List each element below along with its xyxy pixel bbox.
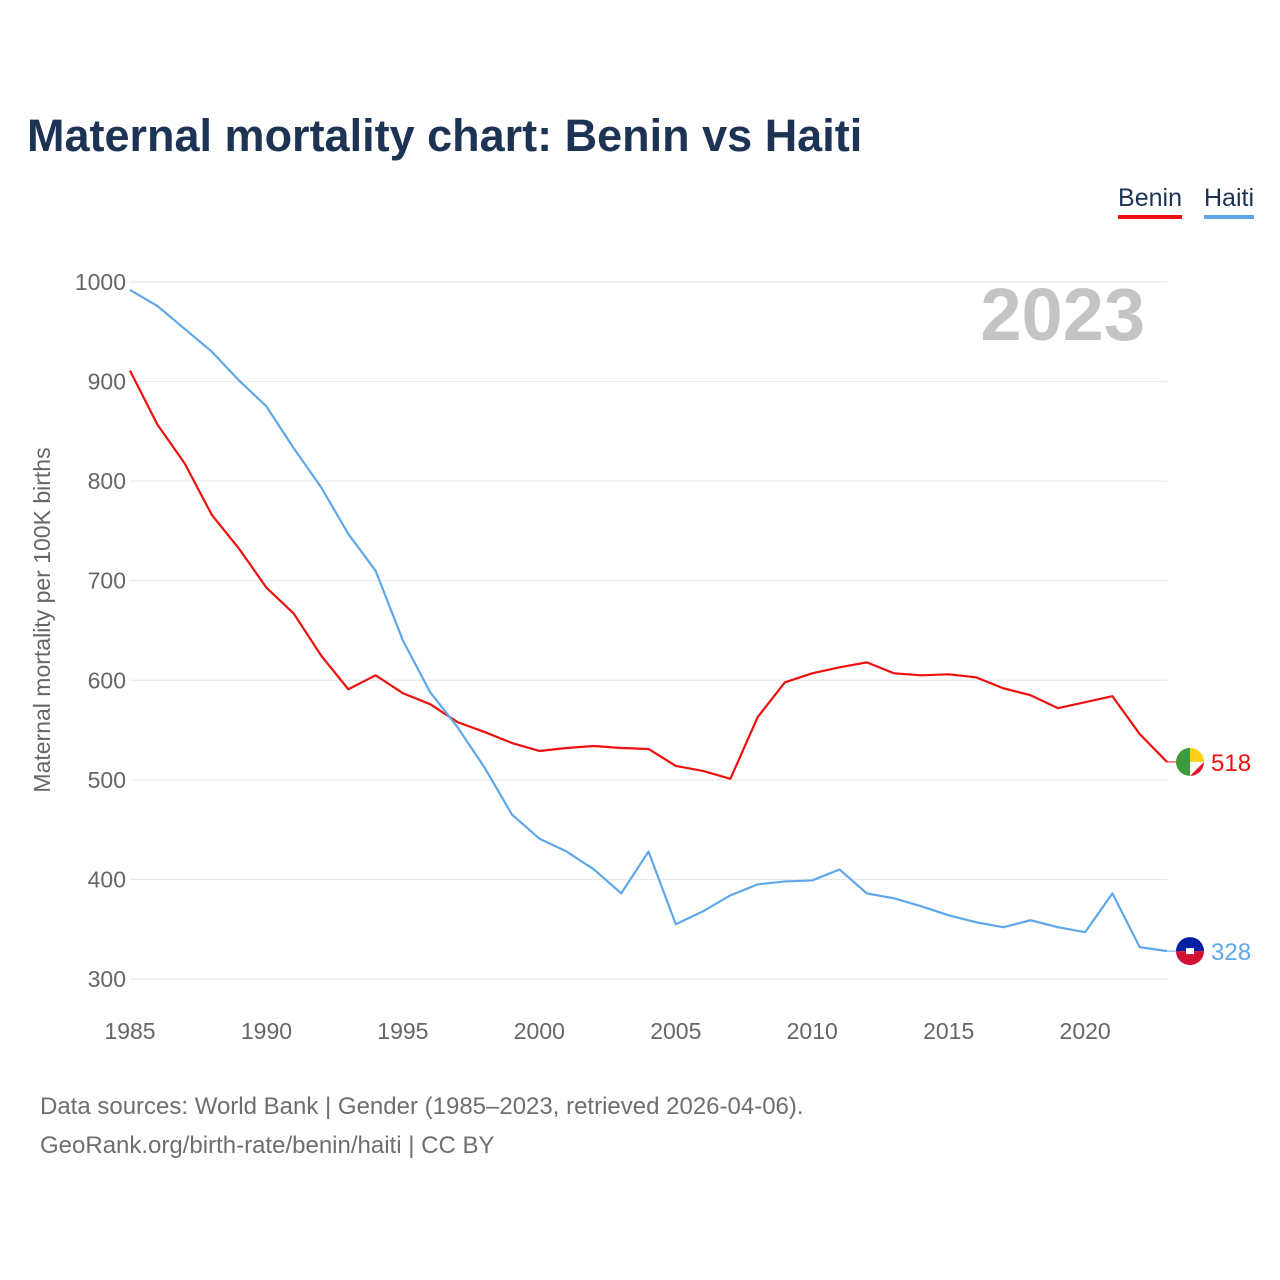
series-line-haiti (129, 289, 1168, 953)
y-tick-label: 1000 (75, 269, 126, 295)
y-tick-label: 800 (88, 468, 126, 494)
x-tick-label: 2000 (514, 1018, 565, 1044)
x-tick-label: 2015 (923, 1018, 974, 1044)
y-tick-label: 400 (88, 866, 126, 892)
y-tick-label: 900 (88, 369, 126, 395)
chart-title: Maternal mortality chart: Benin vs Haiti (27, 110, 863, 161)
footer-sources: Data sources: World Bank | Gender (1985–… (40, 1093, 804, 1120)
year-watermark: 2023 (980, 273, 1145, 356)
end-value-label: 328 (1211, 939, 1251, 966)
x-tick-label: 1995 (377, 1018, 428, 1044)
y-axis-label: Maternal mortality per 100K births (29, 447, 55, 792)
haiti-flag-icon (1176, 937, 1204, 952)
x-tick-label: 2005 (650, 1018, 701, 1044)
x-tick-label: 2010 (787, 1018, 838, 1044)
y-tick-label: 500 (88, 767, 126, 793)
x-tick-label: 1990 (241, 1018, 292, 1044)
y-tick-label: 700 (88, 568, 126, 594)
series-line-benin (129, 370, 1168, 780)
benin-flag-icon (1176, 747, 1190, 776)
x-tick-label: 2020 (1060, 1018, 1111, 1044)
footer: Data sources: World Bank | Gender (1985–… (40, 1087, 804, 1165)
y-tick-label: 600 (88, 667, 126, 693)
legend: Benin Haiti (1118, 184, 1254, 219)
y-tick-label: 300 (88, 966, 126, 992)
haiti-flag-icon (1176, 951, 1204, 966)
x-tick-label: 1985 (104, 1018, 155, 1044)
legend-benin[interactable]: Benin (1118, 184, 1182, 219)
footer-link[interactable]: GeoRank.org/birth-rate/benin/haiti | CC … (40, 1132, 495, 1159)
legend-haiti[interactable]: Haiti (1203, 184, 1254, 219)
benin-flag-icon (1190, 761, 1204, 776)
haiti-flag-icon (1186, 948, 1194, 955)
end-value-label: 518 (1211, 750, 1251, 777)
benin-flag-icon (1190, 747, 1204, 762)
